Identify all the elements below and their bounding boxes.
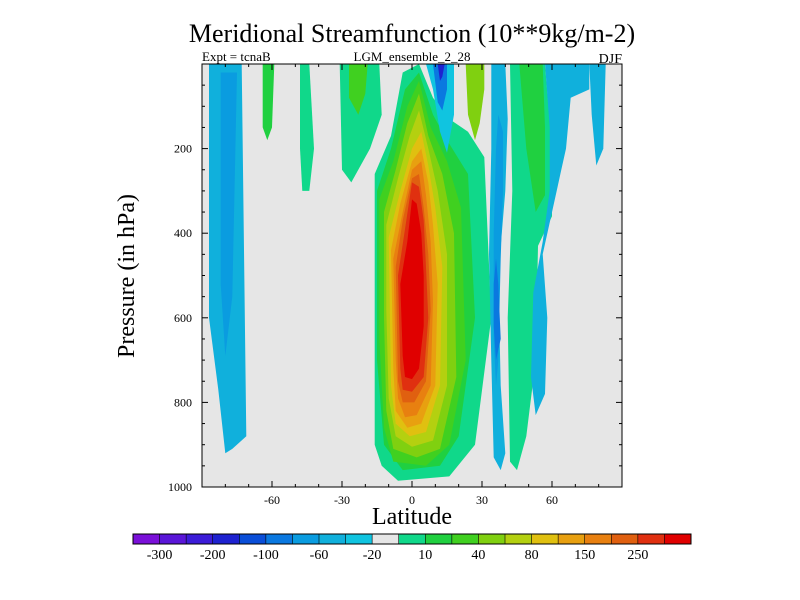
colorbar-label: -200 (200, 548, 226, 563)
y-tick-label: 600 (174, 311, 192, 325)
expt-label: Expt = tcnaB (202, 49, 271, 64)
y-tick-label: 400 (174, 226, 192, 240)
colorbar-label: -60 (310, 548, 329, 563)
colorbar-swatch (664, 534, 692, 544)
colorbar: -300 -200 -100 -60 -20 10 40 80 150 250 (132, 533, 692, 563)
colorbar-swatch (451, 534, 479, 544)
x-tick-label: -60 (264, 493, 280, 507)
colorbar-swatch (133, 534, 160, 544)
contour-northern-high-lat-negative (531, 64, 590, 416)
contour-northern-strat-negative-deep (437, 64, 445, 81)
y-tick-label: 800 (174, 395, 192, 409)
contour-southern-mid-lat-positive-core (349, 64, 368, 115)
colorbar-swatch (425, 534, 453, 544)
colorbar-swatch (505, 534, 532, 544)
season-label: DJF (599, 52, 623, 67)
colorbar-swatch (584, 534, 612, 544)
x-tick-label: -30 (334, 493, 350, 507)
plot-area: -60 -30 0 30 60 200 400 600 800 1000 (168, 63, 623, 507)
colorbar-frame (132, 533, 692, 545)
colorbar-swatch (265, 534, 293, 544)
contour-northern-subtrop-positive (465, 64, 485, 141)
colorbar-label: -100 (253, 548, 279, 563)
chart-title: Meridional Streamfunction (10**9kg/m-2) (189, 19, 635, 48)
contour-regions (209, 64, 606, 481)
contour-southern-strat-positive-b (300, 64, 314, 191)
colorbar-label: 250 (627, 548, 648, 563)
colorbar-label: 40 (471, 548, 485, 563)
colorbar-label: -300 (147, 548, 173, 563)
colorbar-swatch (637, 534, 665, 544)
colorbar-swatch (345, 534, 373, 544)
contour-northern-high-lat-negative-b (589, 64, 606, 166)
colorbar-swatch (239, 534, 267, 544)
colorbar-label: -20 (363, 548, 382, 563)
colorbar-label: 150 (574, 548, 595, 563)
contour-northern-strat-negative-core (433, 64, 447, 111)
y-tick-label: 1000 (168, 480, 192, 494)
colorbar-swatch (398, 534, 426, 544)
contour-southern-strat-positive-a (262, 64, 275, 141)
colorbar-swatch (478, 534, 506, 544)
y-axis-label: Pressure (in hPa) (114, 194, 140, 358)
contour-northern-ferrel-positive-core (519, 64, 545, 212)
contour-northern-mid-lat-negative-deep (493, 258, 501, 361)
colorbar-swatch (531, 534, 559, 544)
x-axis-label: Latitude (372, 504, 452, 530)
ensemble-label: LGM_ensemble_2_28 (354, 49, 471, 64)
colorbar-label: 10 (418, 548, 432, 563)
colorbar-label: 80 (525, 548, 539, 563)
colorbar-swatch (159, 534, 187, 544)
x-tick-label: 30 (476, 493, 488, 507)
colorbar-swatch (558, 534, 586, 544)
x-tick-label: 0 (409, 493, 415, 507)
colorbar-swatch (319, 534, 346, 544)
y-axis-ticks: 200 400 600 800 1000 (168, 63, 622, 494)
contour-tropical-core (400, 199, 424, 380)
contour-southern-high-lat-negative-core (220, 72, 237, 356)
y-tick-label: 200 (174, 142, 192, 156)
colorbar-swatch (292, 534, 320, 544)
colorbar-swatch (372, 534, 400, 544)
colorbar-swatch (212, 534, 240, 544)
x-axis-ticks: -60 -30 0 30 60 (201, 64, 623, 507)
colorbar-swatch (611, 534, 639, 544)
x-tick-label: 60 (546, 493, 558, 507)
colorbar-swatch (186, 534, 214, 544)
